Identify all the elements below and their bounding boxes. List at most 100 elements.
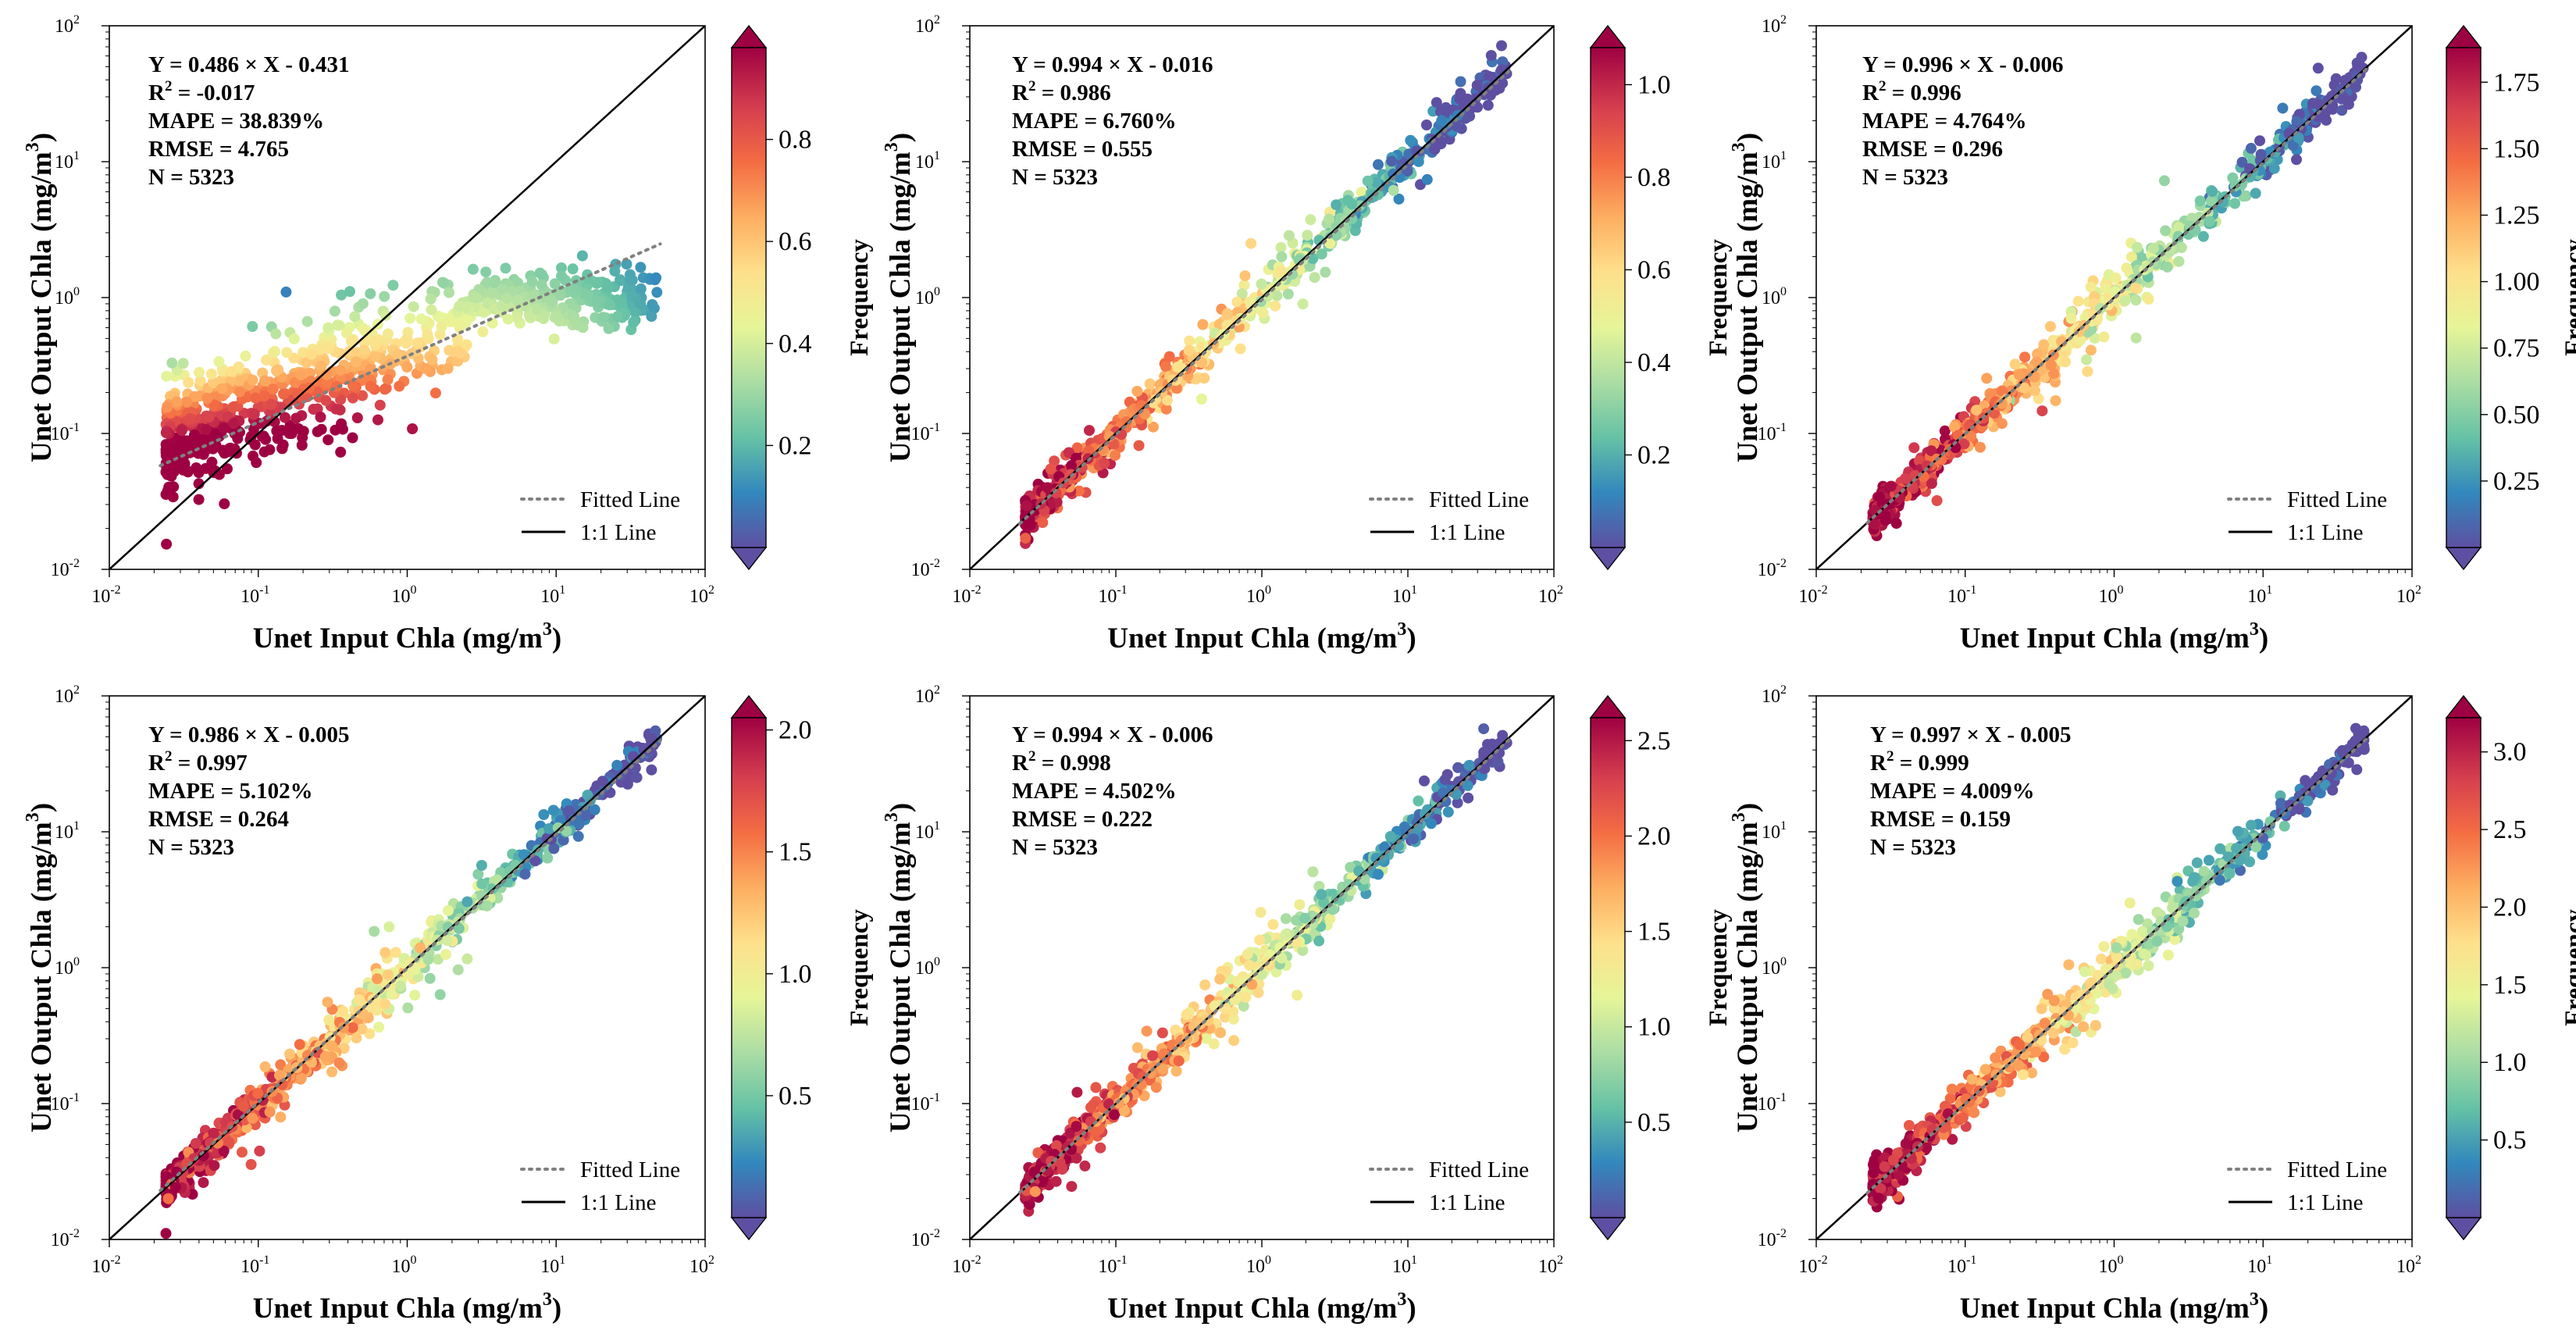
data-point <box>1160 403 1172 415</box>
data-point <box>2085 344 2097 356</box>
data-point <box>373 1022 385 1033</box>
y-axis-label: Unet Output Chla (mg/m3) <box>23 803 58 1132</box>
data-point <box>301 316 313 327</box>
data-point <box>1085 1101 1096 1113</box>
data-point <box>529 855 541 867</box>
y-tick-label: 100 <box>915 285 940 309</box>
data-point <box>1029 1186 1041 1197</box>
data-point <box>234 386 246 398</box>
data-point <box>1032 1147 1044 1158</box>
data-point <box>223 1136 235 1148</box>
data-point <box>2014 369 2026 381</box>
data-point <box>1144 378 1156 390</box>
data-point <box>1464 110 1476 122</box>
data-point <box>2343 98 2354 110</box>
colorbar-min-extend <box>2445 547 2482 571</box>
data-point <box>1302 230 1313 241</box>
fitted-line <box>159 242 662 468</box>
data-point <box>543 823 555 834</box>
data-point <box>321 369 333 380</box>
x-tick-label: 100 <box>392 1254 417 1277</box>
data-point <box>1110 450 1121 462</box>
data-point <box>402 1002 414 1014</box>
data-point <box>1292 990 1303 1001</box>
data-point <box>346 335 358 347</box>
data-point <box>207 376 219 388</box>
data-point <box>1219 1011 1231 1023</box>
data-point <box>2050 395 2061 406</box>
data-point <box>548 843 560 854</box>
colorbar-tick-label: 1.50 <box>2493 134 2540 163</box>
data-point <box>264 444 276 455</box>
y-tick-label: 101 <box>915 149 940 173</box>
data-point <box>315 412 326 423</box>
data-point <box>181 396 193 408</box>
data-point <box>597 776 608 787</box>
data-point <box>203 412 215 423</box>
data-point <box>369 926 380 937</box>
data-point <box>162 401 173 413</box>
data-point <box>1096 444 1108 455</box>
data-point <box>321 376 333 388</box>
x-tick-label: 10-2 <box>91 1254 120 1277</box>
data-point <box>1958 438 1970 450</box>
colorbar-max-extend <box>2445 24 2482 48</box>
data-point <box>1071 442 1083 454</box>
data-point <box>2204 216 2215 227</box>
data-point <box>1436 115 1448 127</box>
data-point <box>357 298 369 309</box>
data-point <box>2038 339 2050 351</box>
data-point <box>1037 517 1049 528</box>
data-point <box>319 1050 331 1062</box>
data-point <box>1965 430 1977 442</box>
data-point <box>611 311 623 323</box>
data-point <box>278 388 289 400</box>
data-point <box>1408 833 1420 845</box>
data-point <box>609 266 621 277</box>
data-point <box>1280 929 1292 940</box>
data-point <box>1388 184 1399 196</box>
data-point <box>298 347 309 358</box>
data-point <box>394 980 406 992</box>
data-point <box>1899 473 1911 484</box>
data-point <box>1162 394 1173 406</box>
data-point <box>1463 792 1474 804</box>
data-point <box>635 262 647 273</box>
stat-rmse: RMSE = 0.555 <box>1012 137 1153 162</box>
data-point <box>604 299 615 311</box>
data-point <box>1939 425 1951 437</box>
colorbar-tick-label: 0.6 <box>1637 255 1671 284</box>
data-point <box>212 1137 223 1149</box>
data-point <box>510 859 522 871</box>
data-point <box>387 280 399 291</box>
data-point <box>369 336 380 348</box>
data-point <box>189 429 200 440</box>
data-point <box>1442 806 1454 818</box>
data-point <box>258 390 270 401</box>
stat-n: N = 5323 <box>148 835 234 860</box>
data-point <box>1181 1009 1192 1021</box>
colorbar-tick-label: 1.0 <box>779 960 812 989</box>
colorbar-tick-label: 0.6 <box>779 227 812 256</box>
data-point <box>1257 307 1269 319</box>
data-point <box>437 276 448 288</box>
data-point <box>1173 1055 1185 1067</box>
data-point <box>576 250 588 262</box>
data-point <box>646 764 657 776</box>
data-point <box>2082 366 2093 377</box>
data-point <box>216 383 228 394</box>
legend-fitted-label: Fitted Line <box>580 1157 680 1182</box>
data-point <box>2009 358 2021 370</box>
data-point <box>1299 912 1311 924</box>
data-point <box>294 1039 305 1050</box>
x-tick-label: 10-2 <box>952 1254 981 1277</box>
data-point <box>1214 973 1226 985</box>
data-point <box>1256 968 1267 980</box>
data-point <box>631 772 643 783</box>
data-point <box>589 804 600 815</box>
data-point <box>461 339 472 351</box>
data-point <box>247 321 258 332</box>
data-point <box>1282 288 1294 300</box>
data-point <box>1463 760 1475 772</box>
